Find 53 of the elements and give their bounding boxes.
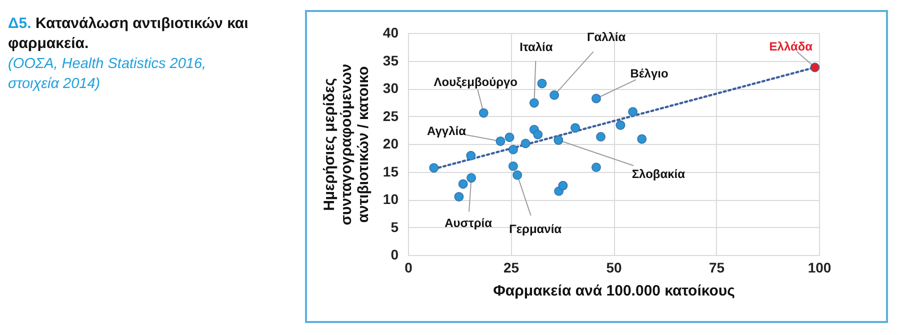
x-tick-label: 100 [808,260,832,276]
point [592,162,601,172]
x-axis-title: Φαρμακεία ανά 100.000 κατοίκους [493,282,736,300]
annotation: Λουξεμβούργο [434,74,518,89]
annotation: Ιταλία [520,40,554,54]
point [529,98,539,108]
point [508,161,518,171]
point [429,163,439,173]
text: Δ5. Κατανάλωση αντιβιοτικών και φαρμακεία. [8,14,250,54]
y-tick-label: 5 [390,218,399,235]
annotation: Γαλλία [586,30,626,44]
annotation: Αυστρία [444,216,493,230]
y-tick-label: 0 [390,246,399,262]
point [520,138,530,148]
x-tick-label: 75 [708,260,725,276]
annotation: Σλοβακία [632,167,686,182]
point [508,144,518,154]
point [558,180,568,190]
y-axis-title: Ημερήσιες μερίδες συνταγογραφούμενων αντιβιοτικών / κατοικο [320,64,372,226]
point [637,134,647,144]
point [466,150,476,160]
x-tick-label: 25 [503,260,520,276]
x-tick-label: 50 [606,260,622,276]
point [458,179,468,189]
point [592,94,601,104]
text: (ΟΟΣΑ, Health Statistics 2016, στοιχεία 2014) [8,55,208,94]
point [466,173,476,183]
y-tick-label: 10 [382,191,399,207]
annotation: Ελλάδα [769,39,814,54]
annotation: Γερμανία [509,222,562,236]
point [478,108,488,118]
point [554,135,564,145]
point [810,62,820,72]
y-tick-label: 30 [382,80,399,96]
annotation: Αγγλία [427,124,467,138]
y-tick-label: 15 [382,163,399,180]
point [512,170,522,180]
y-tick-label: 40 [382,24,399,40]
y-tick-label: 35 [382,52,399,68]
x-tick-label: 0 [404,260,413,276]
point [454,192,464,202]
point [570,123,580,133]
point [533,130,543,140]
point [504,132,514,142]
y-tick-label: 20 [382,136,399,152]
point [550,90,560,100]
point [537,78,547,88]
point [616,120,626,130]
annotation: Βέλγιο [630,66,668,80]
y-tick-label: 25 [382,108,399,124]
point [496,136,506,146]
point [596,132,606,142]
point [628,107,638,117]
